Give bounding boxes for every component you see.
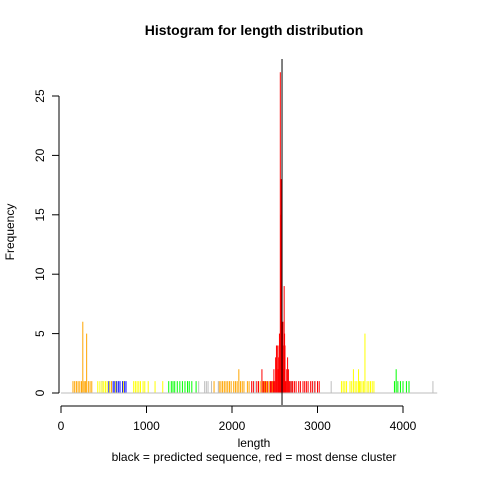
y-tick-label: 0	[33, 389, 47, 396]
y-axis-label: Frequency	[3, 204, 17, 261]
y-tick-label: 20	[33, 148, 47, 162]
x-axis: 0 1000 2000 3000 4000	[58, 405, 417, 433]
y-tick-label: 5	[33, 330, 47, 337]
chart-title: Histogram for length distribution	[145, 22, 364, 38]
histogram-bars	[61, 72, 438, 394]
chart-subtitle: black = predicted sequence, red = most d…	[112, 450, 397, 464]
y-axis: 0 5 10 15 20 25	[33, 89, 60, 396]
y-tick-label: 10	[33, 267, 47, 281]
y-tick-label: 25	[33, 89, 47, 103]
x-tick-label: 2000	[219, 419, 246, 433]
y-tick-label: 15	[33, 208, 47, 222]
x-axis-label: length	[238, 436, 271, 450]
x-tick-label: 0	[58, 419, 65, 433]
x-tick-label: 4000	[390, 419, 417, 433]
x-tick-label: 1000	[133, 419, 160, 433]
x-tick-label: 3000	[304, 419, 331, 433]
